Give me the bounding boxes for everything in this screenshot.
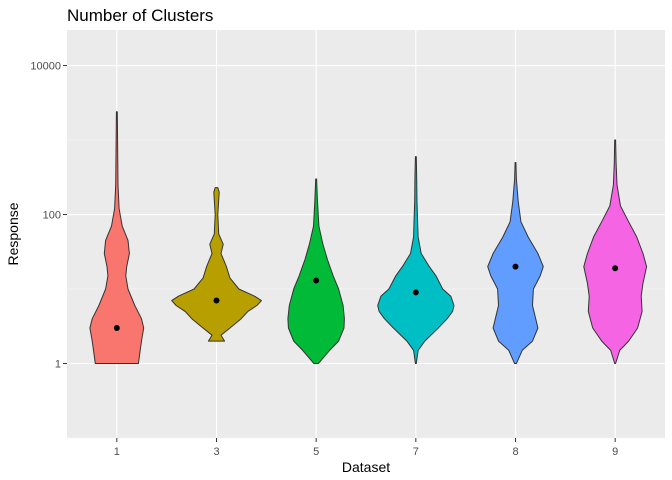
x-tick-label: 5 xyxy=(313,446,319,458)
y-axis: 1 100 10000 xyxy=(30,61,67,371)
violin-5 xyxy=(287,178,345,364)
y-tick-label: 10000 xyxy=(30,61,61,73)
violin-9 xyxy=(583,139,648,364)
y-axis-title: Response xyxy=(5,202,21,265)
grid-minor xyxy=(67,139,665,439)
y-tick-label: 1 xyxy=(55,359,61,371)
x-axis-title: Dataset xyxy=(342,459,390,475)
violin-3 xyxy=(171,187,262,342)
y-tick-label: 100 xyxy=(43,210,61,222)
x-tick-label: 9 xyxy=(612,446,618,458)
chart-title: Number of Clusters xyxy=(67,6,213,25)
x-tick-label: 8 xyxy=(512,446,518,458)
mean-point-9 xyxy=(612,265,619,272)
mean-point-3 xyxy=(213,297,220,304)
mean-point-5 xyxy=(313,277,320,284)
mean-point-1 xyxy=(113,324,120,331)
mean-points xyxy=(113,263,619,331)
violins xyxy=(89,111,648,364)
mean-point-7 xyxy=(412,289,419,296)
panel-background xyxy=(67,30,665,438)
x-tick-label: 7 xyxy=(413,446,419,458)
violin-8 xyxy=(487,162,544,364)
x-tick-label: 3 xyxy=(213,446,219,458)
violin-1 xyxy=(89,111,145,364)
x-tick-label: 1 xyxy=(114,446,120,458)
x-axis: 1 3 5 7 8 9 xyxy=(114,438,618,458)
violin-7 xyxy=(377,156,455,364)
mean-point-8 xyxy=(512,263,519,270)
